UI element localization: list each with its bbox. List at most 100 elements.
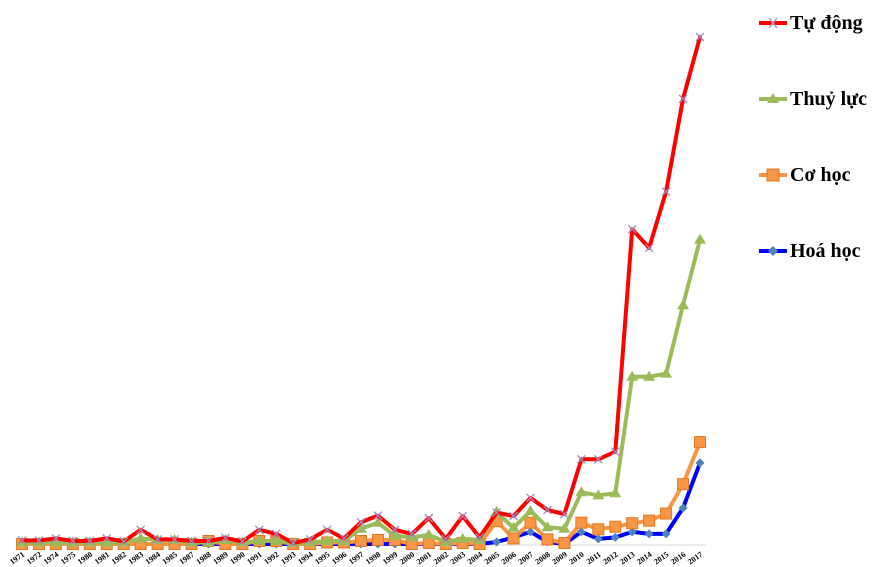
data-point-thuy-luc-2001 bbox=[422, 528, 435, 539]
data-point-hoa-hoc-2015 bbox=[661, 529, 671, 539]
data-point-thuy-luc-1995 bbox=[321, 534, 334, 545]
x-tick-label-2012: 2012 bbox=[601, 550, 619, 567]
x-tick-label-2010: 2010 bbox=[567, 550, 585, 567]
data-point-tu-dong-2005 bbox=[492, 508, 502, 518]
x-tick-label-2003: 2003 bbox=[449, 550, 467, 567]
data-point-tu-dong-1983 bbox=[136, 525, 146, 535]
data-point-thuy-luc-1999 bbox=[388, 529, 401, 540]
x-tick-label-1992: 1992 bbox=[262, 550, 280, 567]
data-point-thuy-luc-1983 bbox=[134, 532, 147, 543]
x-tick-label-1974: 1974 bbox=[42, 550, 60, 567]
data-point-co-hoc-2011 bbox=[592, 523, 605, 536]
legend-item-hoa-hoc: Hoá học bbox=[758, 236, 861, 266]
x-tick-label-1998: 1998 bbox=[364, 550, 382, 567]
data-point-thuy-luc-2006 bbox=[507, 521, 520, 532]
data-point-tu-dong-2013 bbox=[627, 224, 637, 234]
data-point-thuy-luc-2017 bbox=[694, 233, 706, 244]
data-point-tu-dong-2014 bbox=[644, 243, 654, 253]
data-point-co-hoc-2009 bbox=[558, 536, 571, 549]
data-point-tu-dong-2015 bbox=[661, 187, 671, 197]
data-point-hoa-hoc-2012 bbox=[610, 532, 620, 542]
x-tick-label-2015: 2015 bbox=[652, 550, 670, 567]
data-point-tu-dong-1999 bbox=[390, 525, 400, 535]
data-point-tu-dong-1992 bbox=[271, 529, 281, 539]
data-point-tu-dong-1981 bbox=[102, 533, 112, 543]
data-point-tu-dong-1997 bbox=[356, 517, 366, 527]
legend-item-co-hoc: Cơ học bbox=[758, 160, 851, 190]
data-point-thuy-luc-2007 bbox=[524, 505, 537, 516]
x-tick-label-2000: 2000 bbox=[398, 550, 416, 567]
x-tick-label-2002: 2002 bbox=[432, 550, 450, 567]
data-point-co-hoc-2006 bbox=[507, 532, 520, 545]
x-tick-label-1972: 1972 bbox=[25, 550, 43, 567]
data-point-thuy-luc-2010 bbox=[575, 486, 588, 497]
data-point-thuy-luc-2009 bbox=[558, 522, 571, 533]
legend-swatch-hoa-hoc bbox=[759, 246, 787, 256]
legend-swatch-tu-dong bbox=[759, 17, 787, 29]
data-point-co-hoc-1997 bbox=[355, 534, 367, 547]
x-tick-label-1988: 1988 bbox=[195, 550, 213, 567]
data-point-tu-dong-1989 bbox=[220, 533, 230, 543]
data-point-tu-dong-1993 bbox=[288, 538, 298, 548]
x-tick-label-1997: 1997 bbox=[347, 550, 365, 567]
data-point-tu-dong-1974 bbox=[51, 533, 61, 543]
data-point-thuy-luc-1981 bbox=[100, 536, 113, 547]
x-tick-label-2007: 2007 bbox=[517, 550, 535, 567]
x-tick-label-1984: 1984 bbox=[144, 550, 162, 567]
x-tick-label-1990: 1990 bbox=[228, 550, 246, 567]
data-point-hoa-hoc-2016 bbox=[678, 503, 688, 513]
x-tick-label-1981: 1981 bbox=[93, 550, 111, 567]
x-tick-label-2001: 2001 bbox=[415, 550, 433, 567]
data-point-co-hoc-2010 bbox=[575, 516, 588, 529]
legend-item-tu-dong: Tự động bbox=[758, 8, 863, 38]
x-tick-label-1993: 1993 bbox=[279, 550, 297, 567]
x-tick-label-1971: 1971 bbox=[8, 550, 26, 567]
data-point-thuy-luc-1994 bbox=[304, 536, 317, 547]
legend-label-tu-dong: Tự động bbox=[790, 11, 863, 34]
data-point-tu-dong-1972 bbox=[34, 535, 44, 545]
legend-label-co-hoc: Cơ học bbox=[790, 163, 851, 186]
data-point-hoa-hoc-2014 bbox=[644, 529, 654, 539]
x-tick-label-1987: 1987 bbox=[178, 550, 196, 567]
data-point-hoa-hoc-2017 bbox=[695, 458, 705, 468]
data-point-co-hoc-2012 bbox=[609, 520, 622, 533]
data-point-tu-dong-1990 bbox=[237, 537, 247, 546]
data-point-tu-dong-2008 bbox=[542, 505, 552, 515]
legend-label-thuy-luc: Thuỷ lực bbox=[790, 87, 868, 110]
data-point-co-hoc-2015 bbox=[660, 507, 673, 520]
data-point-tu-dong-2004 bbox=[475, 532, 485, 542]
x-tick-label-1999: 1999 bbox=[381, 550, 399, 567]
data-point-thuy-luc-1998 bbox=[371, 516, 384, 527]
data-point-thuy-luc-2008 bbox=[541, 521, 554, 532]
data-point-tu-dong-2003 bbox=[458, 511, 468, 521]
data-point-co-hoc-2008 bbox=[541, 533, 554, 546]
data-point-tu-dong-1971 bbox=[17, 535, 27, 545]
data-point-thuy-luc-2000 bbox=[405, 531, 418, 542]
data-point-tu-dong-2011 bbox=[593, 454, 603, 464]
data-point-thuy-luc-1997 bbox=[355, 522, 367, 533]
data-point-tu-dong-1984 bbox=[153, 534, 163, 544]
x-tick-label-1980: 1980 bbox=[76, 550, 94, 567]
data-point-tu-dong-1987 bbox=[187, 536, 196, 546]
data-point-thuy-luc-1974 bbox=[49, 536, 62, 547]
data-point-hoa-hoc-2007 bbox=[526, 527, 535, 537]
x-tick-label-2017: 2017 bbox=[686, 550, 704, 567]
x-tick-label-1975: 1975 bbox=[59, 550, 77, 567]
data-point-co-hoc-2014 bbox=[643, 514, 656, 527]
data-point-thuy-luc-2016 bbox=[677, 299, 690, 310]
data-point-tu-dong-1985 bbox=[170, 534, 180, 544]
data-point-hoa-hoc-2005 bbox=[492, 537, 502, 547]
series-line-tu-dong bbox=[20, 35, 702, 545]
legend-swatch-thuy-luc bbox=[759, 93, 787, 103]
data-point-tu-dong-1995 bbox=[322, 525, 332, 535]
x-tick-label-2009: 2009 bbox=[550, 550, 568, 567]
x-tick-label-2008: 2008 bbox=[534, 550, 552, 567]
x-tick-label-1995: 1995 bbox=[313, 550, 331, 567]
data-point-tu-dong-1994 bbox=[305, 534, 315, 544]
data-point-co-hoc-2017 bbox=[694, 436, 706, 449]
x-tick-label-2013: 2013 bbox=[618, 550, 636, 567]
data-point-tu-dong-1991 bbox=[254, 525, 264, 535]
data-point-thuy-luc-2015 bbox=[660, 367, 673, 378]
data-point-thuy-luc-1991 bbox=[253, 534, 266, 545]
